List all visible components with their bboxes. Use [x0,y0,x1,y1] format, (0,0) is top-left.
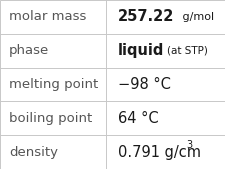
Text: g/mol: g/mol [178,12,213,22]
Text: −98 °C: −98 °C [117,77,170,92]
Text: melting point: melting point [9,78,98,91]
Text: liquid: liquid [117,43,163,58]
Text: molar mass: molar mass [9,10,86,23]
Text: 0.791 g/cm: 0.791 g/cm [117,145,200,160]
Text: boiling point: boiling point [9,112,92,125]
Text: (at STP): (at STP) [166,46,207,56]
Text: 64 °C: 64 °C [117,111,158,126]
Text: 257.22: 257.22 [117,9,173,24]
Text: 3: 3 [186,140,192,150]
Text: phase: phase [9,44,49,57]
Text: density: density [9,146,58,159]
